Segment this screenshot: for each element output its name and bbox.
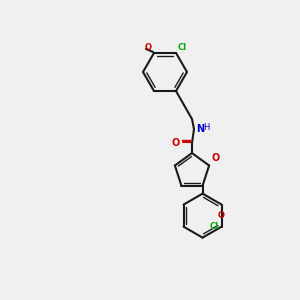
Text: H: H bbox=[203, 123, 209, 132]
Text: Cl: Cl bbox=[178, 43, 187, 52]
Text: O: O bbox=[145, 43, 152, 52]
Text: Cl: Cl bbox=[209, 222, 219, 231]
Text: O: O bbox=[172, 138, 180, 148]
Text: O: O bbox=[217, 211, 224, 220]
Text: O: O bbox=[211, 154, 219, 164]
Text: N: N bbox=[196, 124, 204, 134]
